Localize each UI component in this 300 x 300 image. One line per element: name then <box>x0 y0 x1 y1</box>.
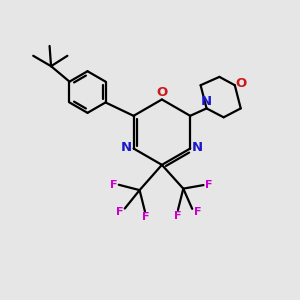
Text: N: N <box>201 95 212 108</box>
Text: N: N <box>191 140 203 154</box>
Text: F: F <box>194 207 201 217</box>
Text: F: F <box>142 212 149 223</box>
Text: F: F <box>205 180 213 190</box>
Text: O: O <box>156 86 167 99</box>
Text: F: F <box>116 206 123 217</box>
Text: F: F <box>174 211 181 221</box>
Text: O: O <box>236 77 247 90</box>
Text: F: F <box>110 180 117 190</box>
Text: N: N <box>121 140 132 154</box>
